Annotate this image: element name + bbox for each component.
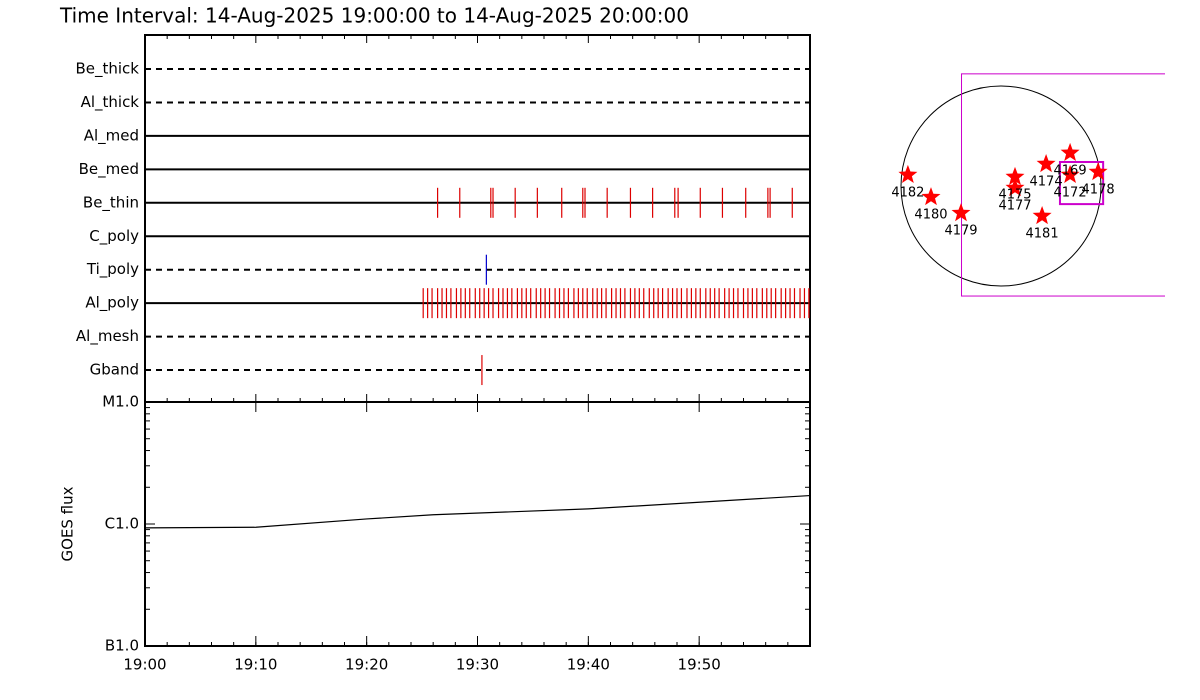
x-tick-label: 19:40 bbox=[567, 656, 610, 674]
goes-frame bbox=[144, 401, 811, 647]
y-axis-label: GOES flux bbox=[59, 486, 77, 561]
fov-box bbox=[1058, 160, 1105, 206]
solar-limb bbox=[900, 85, 1102, 287]
region-label: 4181 bbox=[1026, 227, 1059, 242]
filter-label: Be_med bbox=[79, 160, 139, 179]
filter-label: Be_thick bbox=[75, 60, 139, 79]
region-star bbox=[898, 164, 918, 183]
region-label: 4178 bbox=[1082, 182, 1115, 197]
region-star bbox=[951, 203, 971, 222]
timeline-frame bbox=[144, 34, 811, 403]
fov-box bbox=[961, 73, 1165, 297]
filter-label: Ti_poly bbox=[86, 260, 139, 279]
filter-label: Al_mesh bbox=[76, 327, 139, 346]
x-tick-label: 19:20 bbox=[345, 656, 388, 674]
region-star bbox=[1036, 154, 1056, 173]
region-star bbox=[1088, 162, 1108, 181]
x-tick-label: 19:30 bbox=[456, 656, 499, 674]
goes-curve bbox=[144, 494, 811, 529]
region-star bbox=[1005, 166, 1025, 185]
region-label: 4172 bbox=[1054, 185, 1087, 200]
region-star bbox=[921, 187, 941, 206]
x-tick-label: 19:50 bbox=[678, 656, 721, 674]
filter-label: Al_med bbox=[84, 126, 139, 145]
x-tick-label: 19:00 bbox=[123, 656, 166, 674]
filter-label: Al_poly bbox=[85, 294, 139, 313]
region-star bbox=[1032, 206, 1052, 225]
page-title: Time Interval: 14-Aug-2025 19:00:00 to 1… bbox=[59, 4, 689, 28]
region-label: 4175 bbox=[998, 187, 1031, 202]
region-label: 4174 bbox=[1030, 174, 1063, 189]
y-tick-label: B1.0 bbox=[105, 637, 139, 655]
region-star bbox=[1005, 178, 1025, 197]
region-star bbox=[1060, 164, 1080, 183]
region-label: 4177 bbox=[998, 199, 1031, 214]
region-label: 4179 bbox=[944, 224, 977, 239]
map-group bbox=[898, 73, 1165, 297]
y-tick-label: M1.0 bbox=[102, 393, 139, 411]
filter-label: Be_thin bbox=[83, 193, 139, 212]
region-label: 4182 bbox=[891, 185, 924, 200]
filter-label: Al_thick bbox=[81, 93, 140, 112]
region-label: 4180 bbox=[914, 208, 947, 223]
filter-label: Gband bbox=[90, 361, 139, 379]
filter-label: C_poly bbox=[89, 227, 139, 246]
y-tick-label: C1.0 bbox=[105, 515, 139, 533]
region-label: 4169 bbox=[1054, 163, 1087, 178]
x-tick-label: 19:10 bbox=[234, 656, 277, 674]
region-star bbox=[1060, 142, 1080, 161]
